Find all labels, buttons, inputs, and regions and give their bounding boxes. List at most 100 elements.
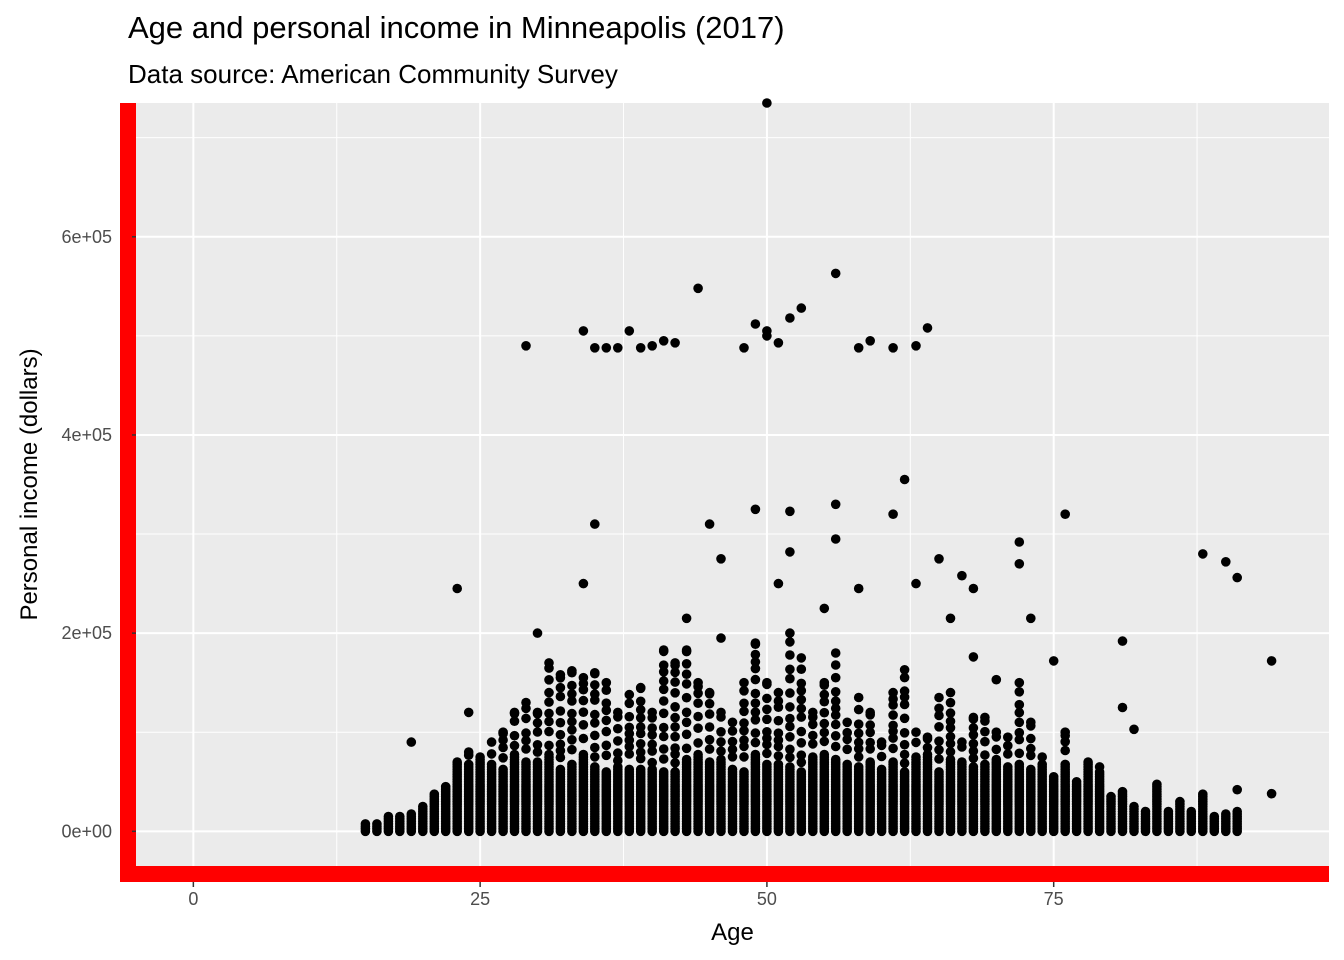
data-point: [613, 343, 623, 353]
data-point: [762, 714, 772, 725]
data-point: [934, 767, 944, 777]
data-point: [968, 652, 979, 662]
data-point: [498, 753, 508, 763]
data-point: [762, 727, 772, 737]
data-point: [681, 707, 692, 718]
data-point: [796, 757, 807, 768]
data-point: [853, 704, 864, 715]
data-point: [486, 749, 497, 759]
data-point: [693, 738, 703, 748]
data-point: [785, 637, 795, 647]
data-point: [830, 672, 841, 683]
data-point: [785, 506, 795, 517]
data-point: [991, 744, 1002, 755]
data-point: [1175, 796, 1185, 807]
x-tick-label: 25: [470, 889, 490, 909]
data-point: [590, 680, 600, 690]
data-point: [796, 703, 807, 714]
data-point: [899, 672, 910, 683]
data-point: [532, 747, 543, 757]
data-point: [670, 758, 680, 768]
data-point: [716, 727, 726, 737]
data-point: [934, 692, 944, 703]
data-point: [567, 744, 577, 755]
data-point: [1014, 727, 1025, 738]
data-point: [590, 709, 600, 720]
data-point: [945, 731, 956, 742]
data-point: [509, 716, 520, 726]
data-point: [750, 707, 761, 717]
data-point: [475, 752, 485, 762]
data-point: [796, 767, 807, 777]
data-point: [532, 727, 543, 737]
data-point: [658, 645, 669, 655]
data-point: [647, 707, 657, 718]
data-point: [681, 692, 692, 703]
data-point: [785, 721, 795, 732]
data-point: [670, 767, 680, 777]
data-point: [681, 659, 692, 669]
data-point: [796, 712, 807, 722]
data-point: [567, 708, 577, 719]
data-point: [808, 707, 818, 718]
data-point: [532, 740, 543, 750]
data-point: [521, 744, 531, 754]
data-point: [830, 534, 841, 544]
data-point: [888, 733, 898, 743]
data-point: [624, 711, 635, 722]
data-point: [635, 739, 646, 749]
data-point: [1232, 784, 1242, 795]
data-point: [613, 748, 623, 758]
data-point: [922, 742, 933, 753]
data-point: [578, 720, 589, 730]
data-point: [899, 686, 910, 696]
data-point: [635, 343, 646, 353]
data-point: [658, 660, 669, 670]
data-point: [819, 677, 830, 688]
data-point: [1014, 699, 1025, 710]
data-point: [1026, 717, 1036, 728]
data-point: [865, 737, 875, 748]
data-point: [899, 767, 910, 777]
data-point: [739, 706, 749, 717]
data-point: [853, 762, 864, 772]
data-point: [739, 686, 749, 696]
data-point: [968, 723, 979, 733]
data-point: [647, 341, 657, 351]
data-point: [830, 703, 841, 714]
data-point: [1037, 759, 1047, 770]
data-point: [567, 696, 577, 706]
data-point: [521, 341, 531, 351]
data-point: [934, 554, 944, 564]
data-point: [899, 665, 910, 675]
data-point: [865, 757, 875, 767]
data-point: [521, 713, 531, 724]
data-point: [727, 726, 738, 736]
data-point: [934, 710, 944, 721]
data-point: [1026, 743, 1036, 754]
data-point: [1014, 748, 1025, 759]
data-point: [1152, 779, 1162, 790]
data-point: [888, 743, 898, 754]
x-tick-label: 75: [1044, 889, 1064, 909]
data-point: [888, 720, 898, 731]
data-point: [1048, 772, 1059, 782]
data-point: [830, 719, 841, 730]
chart-subtitle: Data source: American Community Survey: [128, 59, 618, 89]
data-point: [635, 682, 646, 693]
data-point: [796, 694, 807, 705]
data-point: [750, 688, 761, 699]
data-point: [1060, 509, 1070, 519]
data-point: [888, 687, 898, 698]
data-points: [360, 98, 1277, 837]
data-point: [842, 734, 852, 745]
data-point: [945, 738, 956, 749]
data-point: [372, 819, 382, 829]
data-point: [635, 747, 646, 757]
data-point: [658, 336, 669, 346]
data-point: [567, 666, 577, 676]
data-point: [463, 747, 474, 757]
data-point: [899, 739, 910, 750]
data-point: [601, 698, 612, 708]
